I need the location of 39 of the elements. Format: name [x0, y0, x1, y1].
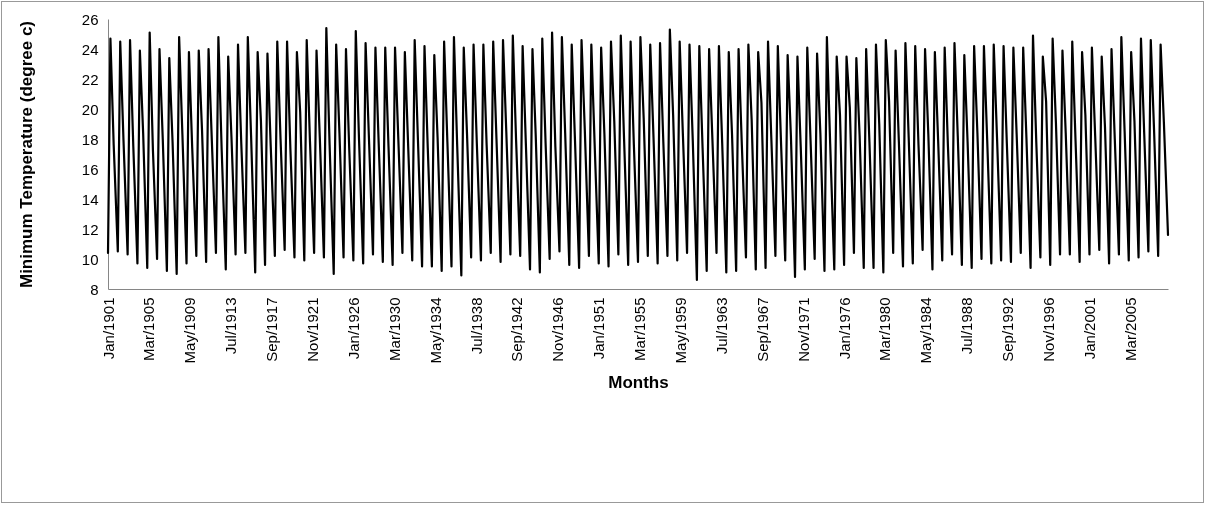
y-tick-label: 12: [81, 220, 99, 238]
x-tick-label: Sep/1967: [753, 297, 771, 362]
x-tick-label: Mar/2005: [1121, 297, 1139, 361]
x-tick-label: Jan/1901: [99, 297, 117, 360]
x-tick-label: Jan/2001: [1080, 297, 1098, 360]
x-tick-label: Jul/1988: [958, 297, 976, 355]
x-tick-label: Jan/1976: [835, 297, 853, 360]
x-tick-label: May/1959: [671, 297, 689, 364]
x-tick-label: Mar/1930: [385, 297, 403, 361]
y-tick-label: 10: [81, 250, 99, 268]
x-tick-label: Sep/1917: [263, 297, 281, 362]
y-axis-title: Minimum Temperature (degree c): [16, 20, 36, 289]
y-tick-label: 26: [81, 10, 99, 28]
x-tick-label: Nov/1946: [549, 297, 567, 362]
y-tick-label: 20: [81, 100, 99, 118]
x-tick-label: Sep/1992: [999, 297, 1017, 362]
y-tick-label: 8: [90, 280, 99, 298]
y-tick-label: 24: [81, 40, 99, 58]
line-series: [106, 26, 1170, 282]
x-tick-label: Sep/1942: [508, 297, 526, 362]
x-tick-label: Mar/1955: [631, 297, 649, 361]
x-axis-title: Months: [608, 373, 669, 393]
x-tick-label: Mar/1905: [140, 297, 158, 361]
x-tick-label: May/1909: [181, 297, 199, 364]
y-tick-label: 18: [81, 130, 99, 148]
y-tick-label: 14: [81, 190, 99, 208]
x-tick-label: Jan/1951: [590, 297, 608, 360]
x-tick-label: Jan/1926: [344, 297, 362, 360]
x-tick-label: Mar/1980: [876, 297, 894, 361]
x-tick-label: Nov/1921: [303, 297, 321, 362]
x-tick-label: Nov/1996: [1040, 297, 1058, 362]
y-tick-label: 16: [81, 160, 99, 178]
y-tick-label: 22: [81, 70, 99, 88]
x-tick-label: Jul/1963: [712, 297, 730, 355]
x-tick-label: Jul/1913: [222, 297, 240, 355]
x-tick-label: May/1934: [426, 297, 444, 364]
x-tick-label: May/1984: [917, 297, 935, 364]
x-tick-label: Jul/1938: [467, 297, 485, 355]
x-tick-label: Nov/1971: [794, 297, 812, 362]
